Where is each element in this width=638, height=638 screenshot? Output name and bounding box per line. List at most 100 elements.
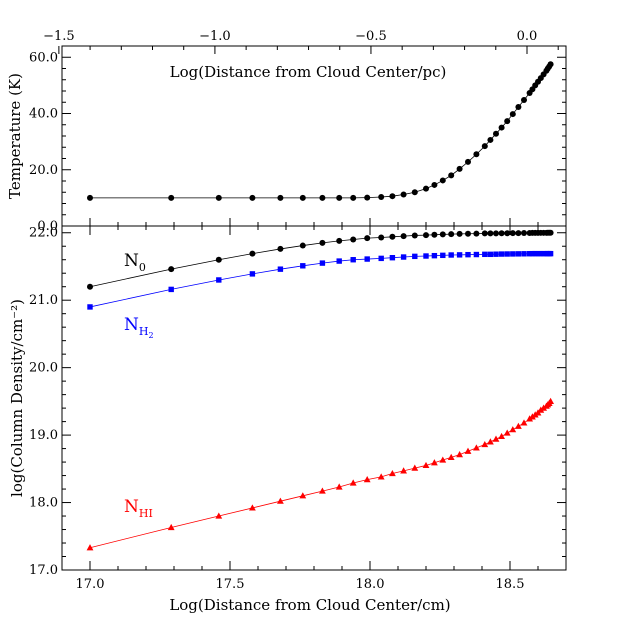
density-point-nhi [498,432,505,440]
series-label: NHI [124,497,153,520]
density-point-nhi [389,469,396,477]
temperature-point [493,130,499,137]
density-point-n0 [277,245,284,252]
density-point-n0 [498,230,505,237]
density-point-nh2 [482,251,488,258]
temperature-point [498,124,505,131]
density-point-nh2 [535,250,541,257]
density-x-tick-label: 17.5 [216,577,245,592]
density-point-n0 [389,233,396,240]
density-point-nh2 [168,286,174,293]
density-point-nhi [400,467,407,474]
density-series-line [89,401,551,549]
density-point-nhi [487,438,494,445]
temperature-point [521,97,527,103]
density-point-nh2 [538,250,544,257]
density-point-n0 [481,230,488,237]
density-point-n0 [423,232,429,239]
temperature-point [277,194,284,201]
temperature-point [431,181,438,188]
density-point-n0 [465,230,471,237]
density-point-n0 [456,230,463,237]
density-point-nhi [439,456,447,463]
temperature-point [515,104,522,111]
density-y-tick-label: 19.0 [29,428,58,443]
density-point-nh2 [465,251,471,258]
density-point-nh2 [515,251,522,257]
density-point-nhi [349,479,357,486]
temperature-point [504,118,511,125]
temperature-point [400,191,407,198]
density-point-nhi [547,397,554,404]
top-x-tick-label: −1.5 [43,29,75,44]
density-point-nhi [456,451,463,458]
temperature-point [481,143,488,150]
density-point-nh2 [529,250,536,257]
density-point-nhi [167,523,175,531]
density-y-axis-label: log(Column Density/cm⁻²) [8,299,26,497]
series-label: NH2 [124,315,154,340]
series-label-main: N [124,251,139,271]
temperature-point [389,193,396,200]
density-point-n0 [400,233,407,240]
density-point-n0 [547,229,554,236]
series-label-subscript: 0 [139,261,146,274]
density-point-nh2 [493,251,499,257]
series-label-main: N [124,497,139,517]
density-x-tick-label: 18.0 [356,577,385,592]
density-x-tick-label: 17.0 [76,577,105,592]
density-point-nhi [473,444,480,451]
density-point-n0 [249,250,256,257]
series-label: N0 [124,251,146,274]
density-y-tick-label: 18.0 [29,496,58,511]
density-point-n0 [87,283,93,290]
temperature-point [411,189,418,196]
density-point-nhi [481,440,489,448]
column-density-plot-frame [61,225,567,571]
temperature-point [249,194,256,201]
density-point-nhi [492,435,500,442]
density-point-nhi [319,487,326,494]
temperature-point [423,185,429,192]
density-point-nh2 [423,253,429,259]
density-point-nh2 [431,252,438,259]
temperature-y-tick-label: 0.0 [37,219,58,234]
density-point-nh2 [412,253,418,260]
density-point-nh2 [389,255,396,261]
density-point-n0 [431,231,438,238]
density-point-n0 [364,235,371,242]
density-point-nh2 [448,252,454,258]
temperature-point [350,194,357,201]
temperature-point [473,151,480,158]
series-label-main: N [124,315,139,335]
density-point-n0 [336,237,343,244]
density-point-nh2 [521,251,527,257]
top-x-tick-label: −1.0 [199,29,231,44]
density-point-nhi [299,492,307,499]
density-point-nh2 [277,266,284,272]
density-point-nh2 [526,251,533,257]
density-point-nh2 [336,258,342,264]
density-point-nhi [411,464,419,471]
density-point-n0 [378,234,385,241]
density-point-nhi [515,422,522,429]
density-point-n0 [515,230,522,237]
density-point-nhi [215,512,223,519]
density-point-n0 [448,231,455,238]
temperature-point [465,158,471,165]
density-point-n0 [493,230,499,237]
temperature-point [87,194,93,201]
density-point-nh2 [87,304,93,310]
temperature-point [487,136,494,143]
series-label-subscript: H [139,325,149,338]
temperature-point [509,111,516,118]
temperature-panel: −1.5 −1.0 −0.5 0.0 Log(Distance from Cloud C… [6,29,567,234]
density-point-nh2 [364,256,370,262]
density-point-nh2 [547,250,554,257]
density-y-tick-label: 17.0 [29,563,58,578]
density-point-n0 [521,230,527,237]
density-point-nh2 [300,263,306,269]
density-point-n0 [487,230,494,237]
top-x-tick-label: 0.0 [517,29,538,44]
